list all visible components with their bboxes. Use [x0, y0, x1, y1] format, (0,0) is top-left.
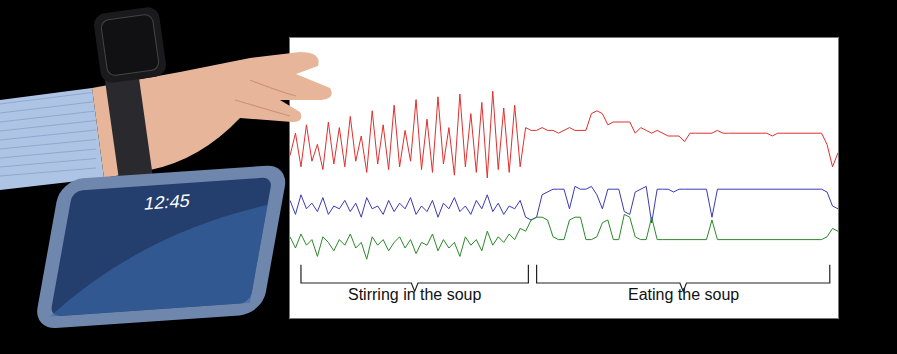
svg-text:12:45: 12:45: [143, 190, 192, 214]
svg-text:Eating the soup: Eating the soup: [628, 286, 739, 303]
svg-text:Stirring in the soup: Stirring in the soup: [348, 286, 482, 303]
